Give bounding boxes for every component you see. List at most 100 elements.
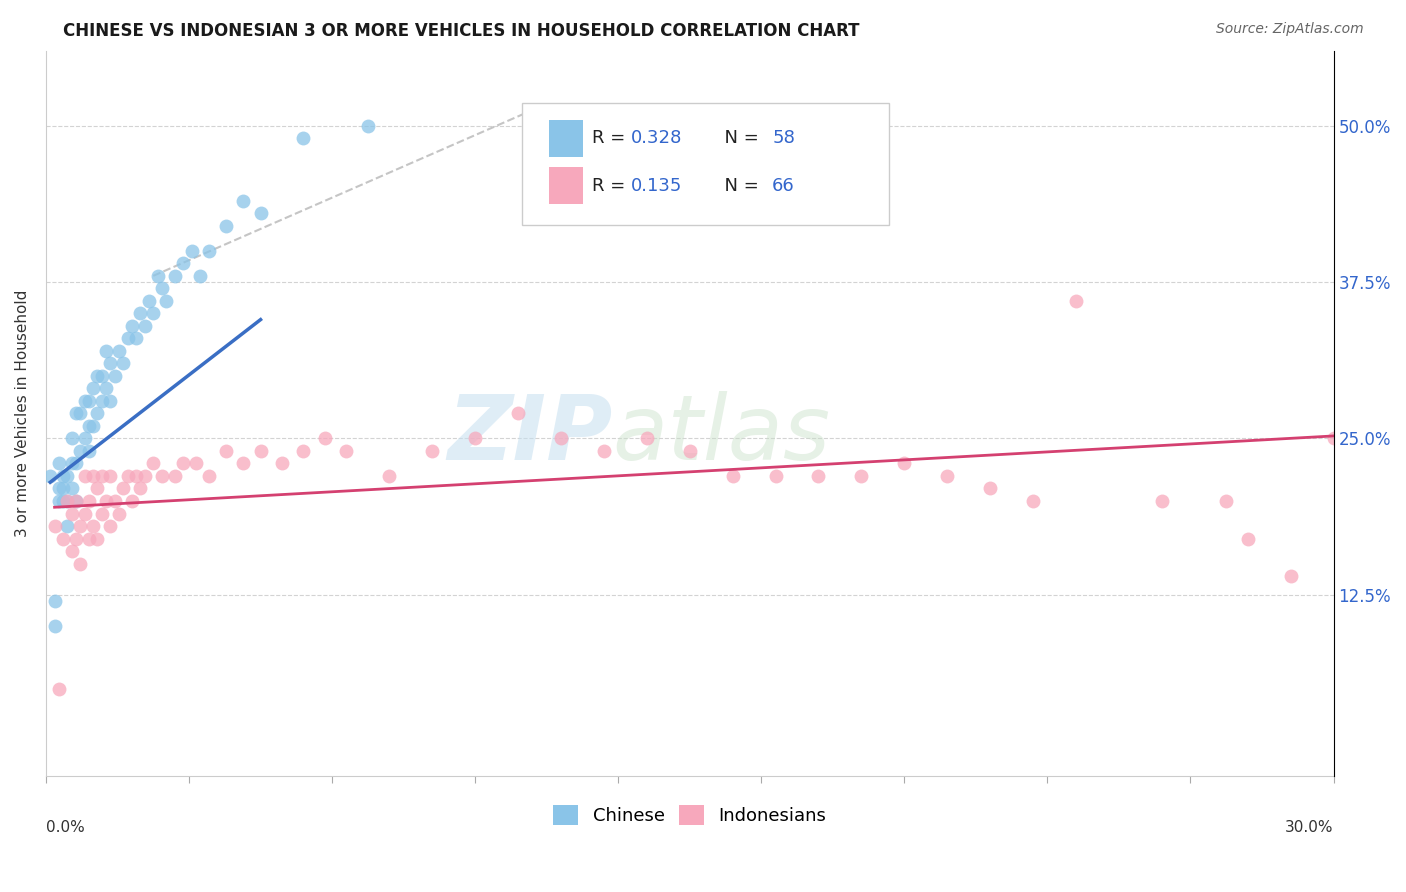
Point (104, 368, 127, 383)
Point (48, 681, 70, 696)
Point (48, 494, 70, 508)
Point (90, 507, 112, 521)
Point (86, 482, 108, 496)
Point (172, 256, 194, 270)
Point (357, 119, 380, 133)
Point (1150, 494, 1173, 508)
Point (506, 406, 529, 420)
FancyBboxPatch shape (550, 120, 583, 157)
Text: R =: R = (592, 129, 631, 147)
Text: CHINESE VS INDONESIAN 3 OR MORE VEHICLES IN HOUSEHOLD CORRELATION CHART: CHINESE VS INDONESIAN 3 OR MORE VEHICLES… (63, 22, 860, 40)
Point (420, 444, 443, 458)
Point (60, 507, 83, 521)
Point (1215, 494, 1237, 508)
Text: N =: N = (713, 177, 765, 194)
Point (108, 343, 131, 358)
Point (73, 393, 96, 408)
Point (86, 406, 108, 420)
Point (721, 469, 744, 483)
Point (73, 432, 96, 446)
Point (56, 519, 79, 533)
Point (121, 494, 143, 508)
Point (593, 444, 616, 458)
Point (52, 469, 75, 483)
Point (807, 469, 830, 483)
Point (163, 268, 186, 283)
Point (146, 268, 169, 283)
Point (134, 318, 156, 333)
Point (98, 356, 121, 370)
Text: N =: N = (713, 129, 765, 147)
Point (60, 457, 83, 471)
Point (94, 381, 117, 395)
Point (65, 406, 87, 420)
Point (134, 469, 156, 483)
Point (1236, 532, 1258, 546)
Point (48, 457, 70, 471)
Point (271, 457, 294, 471)
Point (150, 469, 173, 483)
Point (979, 482, 1001, 496)
Point (550, 432, 572, 446)
Point (292, 131, 315, 145)
Point (90, 469, 112, 483)
Point (163, 469, 186, 483)
Point (82, 419, 104, 434)
Text: 30.0%: 30.0% (1285, 820, 1333, 835)
Point (86, 532, 108, 546)
Point (292, 444, 315, 458)
Point (94, 343, 117, 358)
Text: 0.328: 0.328 (630, 129, 682, 147)
Text: R =: R = (592, 177, 631, 194)
Point (121, 318, 143, 333)
Point (60, 482, 83, 496)
Point (851, 469, 873, 483)
Point (249, 444, 271, 458)
Point (125, 469, 148, 483)
Point (77, 444, 100, 458)
Text: 58: 58 (772, 129, 794, 147)
Point (65, 494, 87, 508)
Point (65, 494, 87, 508)
Point (104, 494, 127, 508)
Point (94, 494, 117, 508)
Point (82, 519, 104, 533)
Text: 0.135: 0.135 (630, 177, 682, 194)
Point (86, 368, 108, 383)
Point (636, 432, 658, 446)
Point (1279, 569, 1302, 583)
Point (378, 469, 401, 483)
Point (69, 557, 91, 571)
Point (69, 444, 91, 458)
Point (679, 444, 702, 458)
Point (56, 469, 79, 483)
Point (464, 432, 486, 446)
Point (44, 619, 66, 633)
FancyBboxPatch shape (523, 103, 890, 225)
Text: ZIP: ZIP (447, 392, 613, 479)
Point (82, 381, 104, 395)
Point (44, 594, 66, 608)
Point (1022, 494, 1045, 508)
Point (232, 194, 254, 208)
Point (1322, 432, 1344, 446)
Point (65, 532, 87, 546)
Point (56, 494, 79, 508)
Text: Source: ZipAtlas.com: Source: ZipAtlas.com (1216, 22, 1364, 37)
Point (138, 293, 160, 308)
Point (117, 469, 139, 483)
Point (52, 532, 75, 546)
Point (73, 507, 96, 521)
Point (893, 457, 915, 471)
Point (44, 519, 66, 533)
Point (180, 244, 202, 258)
Point (142, 457, 165, 471)
Point (129, 306, 152, 320)
Point (77, 494, 100, 508)
Point (73, 469, 96, 483)
Point (215, 444, 238, 458)
Text: 66: 66 (772, 177, 794, 194)
Point (190, 268, 212, 283)
Point (249, 206, 271, 220)
Point (82, 469, 104, 483)
